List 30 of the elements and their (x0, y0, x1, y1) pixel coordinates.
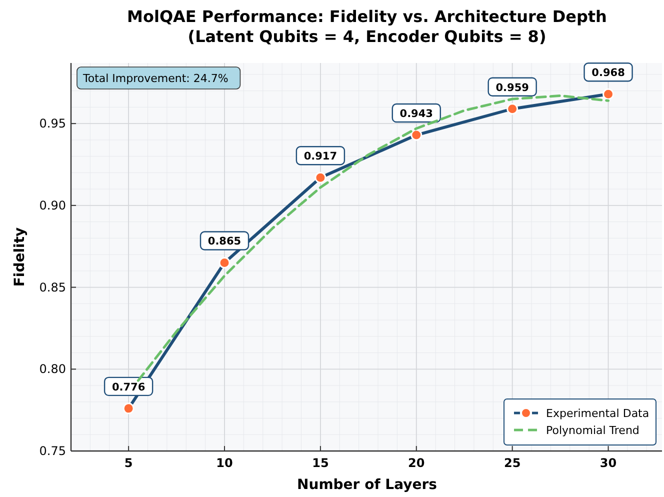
annotation: Total Improvement: 24.7% (82, 72, 228, 85)
y-tick-label: 0.85 (39, 280, 66, 294)
point (218, 256, 230, 268)
y-tick-label: 0.80 (39, 362, 66, 376)
data-label: 0.959 (496, 82, 529, 94)
legend-label: Experimental Data (546, 407, 650, 420)
data-label: 0.776 (112, 381, 146, 394)
x-tick-label: 5 (124, 456, 133, 470)
legend-label: Polynomial Trend (546, 424, 640, 437)
point (410, 129, 422, 141)
y-tick-label: 0.95 (39, 116, 66, 131)
data-label: 0.968 (592, 67, 625, 80)
x-tick-label: 15 (312, 456, 329, 470)
y-tick-label: 0.90 (39, 198, 66, 212)
x-tick-label: 25 (504, 456, 521, 470)
point (314, 172, 326, 184)
x-axis-title: Number of Layers (297, 477, 437, 493)
x-tick-label: 10 (216, 456, 233, 470)
point (602, 88, 614, 100)
point (506, 103, 518, 115)
y-tick-label: 0.75 (39, 444, 66, 458)
line-series (136, 94, 610, 382)
x-tick-label: 30 (600, 456, 617, 470)
data-label: 0.917 (304, 150, 338, 163)
chart-title: MolQAE Performance: Fidelity vs. Architecture Depth (Latent Qubits = 4, Encoder Qubits = 8) (127, 7, 607, 46)
data-label: 0.943 (400, 108, 433, 120)
x-tick-label: 20 (408, 456, 425, 470)
y-axis-title: Fidelity (12, 227, 28, 287)
point (122, 402, 134, 414)
data-label: 0.865 (208, 236, 242, 248)
